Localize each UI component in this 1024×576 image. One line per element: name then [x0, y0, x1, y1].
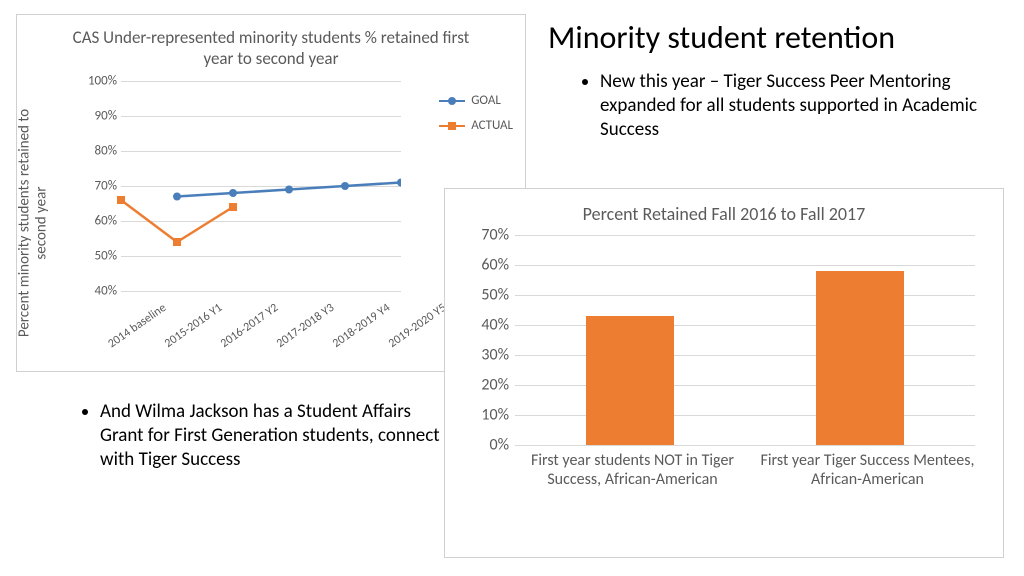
legend-label: ACTUAL — [471, 118, 513, 133]
bar-chart-title: Percent Retained Fall 2016 to Fall 2017 — [445, 189, 1003, 231]
legend-item: ACTUAL — [439, 118, 513, 133]
bar-chart-xticks: First year students NOT in Tiger Success… — [515, 451, 985, 489]
line-chart-ylabel: Percent minority students retained to se… — [17, 93, 50, 353]
line-chart-legend: GOAL ACTUAL — [439, 93, 513, 143]
bar-chart-ytick: 30% — [463, 346, 509, 365]
bar-chart-plot: 0%10%20%30%40%50%60%70% — [463, 235, 983, 445]
bar-rect — [816, 271, 903, 445]
bar-chart-panel: Percent Retained Fall 2016 to Fall 2017 … — [444, 188, 1004, 558]
bar-chart-xtick: First year Tiger Success Mentees, Africa… — [750, 451, 985, 489]
bullet-list-left: And Wilma Jackson has a Student Affairs … — [80, 400, 440, 475]
legend-item: GOAL — [439, 93, 513, 108]
bar-rect — [586, 316, 673, 445]
bullet-item: New this year – Tiger Success Peer Mento… — [600, 70, 1000, 141]
line-chart-title: CAS Under-represented minority students … — [17, 15, 525, 74]
bar-chart-ytick: 60% — [463, 256, 509, 275]
page-title: Minority student retention — [548, 18, 895, 57]
bullet-list-right: New this year – Tiger Success Peer Mento… — [580, 70, 1000, 145]
bar-chart-ytick: 10% — [463, 406, 509, 425]
line-chart-xticks: 2014 baseline2015-2016 Y12016-2017 Y2201… — [121, 301, 441, 381]
line-chart-svg — [81, 81, 401, 291]
bar-chart-ytick: 70% — [463, 226, 509, 245]
bar-chart-ytick: 0% — [463, 436, 509, 455]
line-chart-plot: 40%50%60%70%80%90%100% — [81, 81, 401, 291]
legend-label: GOAL — [471, 93, 501, 108]
bar-chart-xtick: First year students NOT in Tiger Success… — [515, 451, 750, 489]
bar-chart-ytick: 40% — [463, 316, 509, 335]
bullet-item: And Wilma Jackson has a Student Affairs … — [100, 400, 440, 471]
bar-chart-ytick: 50% — [463, 286, 509, 305]
bar-chart-ytick: 20% — [463, 376, 509, 395]
